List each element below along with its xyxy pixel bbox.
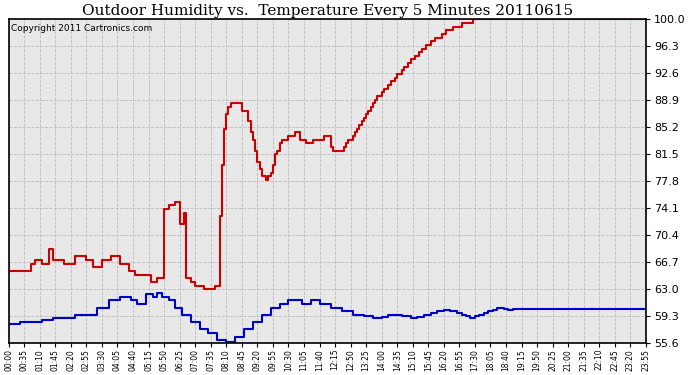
Text: Copyright 2011 Cartronics.com: Copyright 2011 Cartronics.com: [10, 24, 152, 33]
Title: Outdoor Humidity vs.  Temperature Every 5 Minutes 20110615: Outdoor Humidity vs. Temperature Every 5…: [81, 4, 573, 18]
